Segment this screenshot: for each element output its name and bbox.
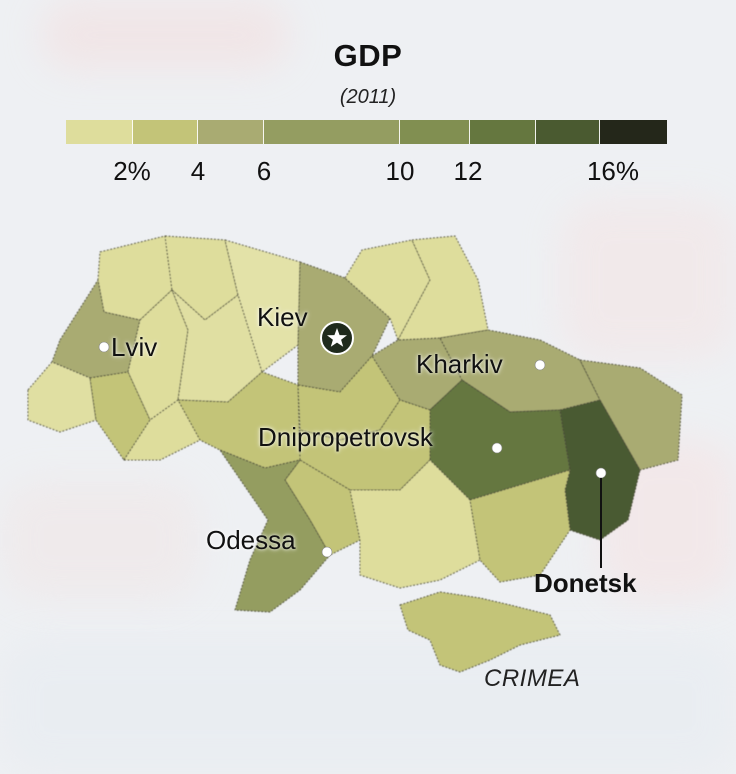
region-mykolaiv [284,459,361,556]
legend-swatch [66,120,133,144]
legend-tick: 2% [113,156,151,186]
legend-swatch [400,120,470,144]
city-label-dnipropetrovsk: Dnipropetrovsk [258,422,433,452]
legend-swatch [198,120,264,144]
star-icon [327,328,347,347]
background-blotch [560,200,736,360]
region-chernivtsi [123,399,201,461]
city-label-kiev: Kiev [257,302,308,332]
city-dot-kharkiv [534,359,546,371]
city-label-donetsk: Donetsk [534,568,637,598]
legend-color-scale [66,120,667,144]
region-cherkasy [297,355,401,441]
region-crimea [399,591,561,673]
legend-tick: 16% [586,156,640,186]
region-dnipropetrovsk [429,379,571,501]
region-vinnytsia [177,371,301,469]
legend-tick: 6 [256,156,272,186]
legend-swatch [536,120,600,144]
legend-tick: 12 [453,156,483,186]
legend-tick: 4 [190,156,206,186]
map-title: GDP [333,38,403,73]
city-label-odessa: Odessa [206,525,296,555]
city-label-lviv: Lviv [111,332,158,362]
background-blotch [40,0,290,70]
legend-swatch [470,120,536,144]
city-dot-donetsk [595,467,607,479]
legend-tick: 10 [385,156,415,186]
legend-swatch [264,120,400,144]
city-dot-odessa [321,546,333,558]
city-label-kharkiv: Kharkiv [416,349,503,379]
legend-swatch [133,120,198,144]
region-ivanofrankivsk [89,371,151,461]
region-kherson [349,459,481,589]
region-odessa [219,449,331,613]
city-dot-lviv [98,341,110,353]
background-blotch [0,640,736,774]
city-dot-dnipropetrovsk [491,442,503,454]
region-kharkiv [439,329,601,413]
region-zhytomyr [224,239,301,373]
map-subtitle: (2011) [339,86,397,108]
background-blotch [0,480,200,600]
legend-swatch [600,120,667,144]
region-zaporizhia [469,469,571,583]
region-label-crimea: CRIMEA [484,665,581,692]
